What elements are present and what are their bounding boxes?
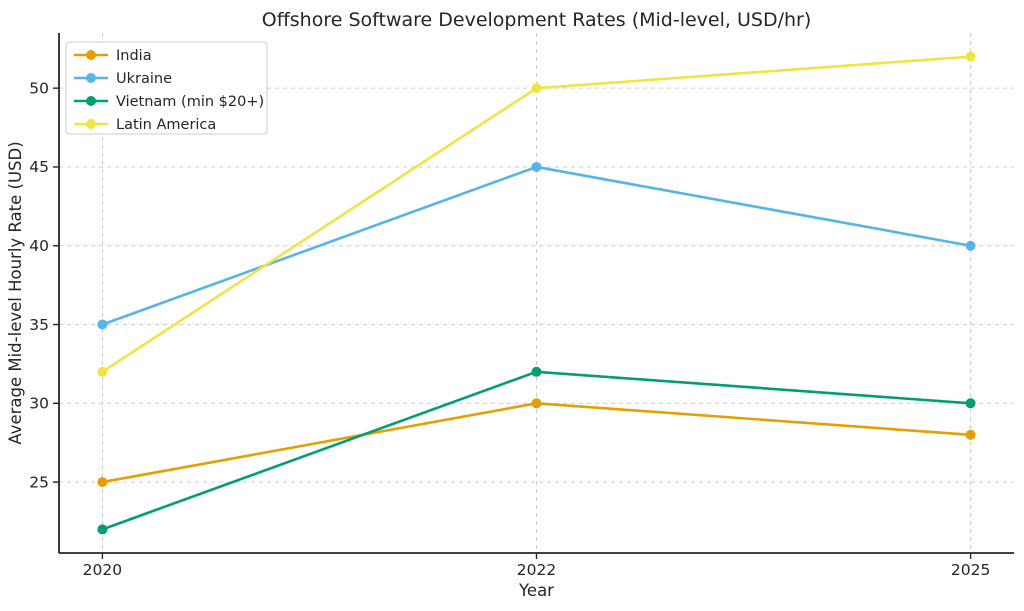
y-tick-label: 25 bbox=[29, 473, 49, 491]
data-point-india-2022 bbox=[531, 398, 542, 409]
x-axis-label: Year bbox=[518, 581, 554, 600]
y-tick-label: 35 bbox=[29, 316, 49, 334]
x-tick-label: 2025 bbox=[951, 561, 990, 579]
y-axis-label: Average Mid-level Hourly Rate (USD) bbox=[6, 141, 25, 444]
y-tick-label: 30 bbox=[29, 395, 49, 413]
legend-label-ukraine: Ukraine bbox=[116, 71, 172, 87]
legend-marker-vietnam-min-20 bbox=[86, 96, 96, 106]
y-tick-label: 45 bbox=[29, 158, 49, 176]
legend-marker-latin-america bbox=[86, 119, 96, 129]
data-point-ukraine-2022 bbox=[531, 161, 542, 172]
data-point-latin-america-2020 bbox=[97, 366, 108, 377]
data-point-vietnam-min-20-2025 bbox=[965, 398, 976, 409]
data-point-india-2020 bbox=[97, 477, 108, 488]
y-tick-label: 50 bbox=[29, 79, 49, 97]
legend-label-latin-america: Latin America bbox=[116, 117, 216, 133]
chart-title: Offshore Software Development Rates (Mid… bbox=[262, 9, 812, 31]
legend-marker-india bbox=[86, 50, 96, 60]
legend-label-vietnam-min-20: Vietnam (min $20+) bbox=[116, 94, 264, 110]
y-tick-label: 40 bbox=[29, 237, 49, 255]
data-point-ukraine-2025 bbox=[965, 240, 976, 251]
x-tick-label: 2022 bbox=[517, 561, 556, 579]
data-point-latin-america-2025 bbox=[965, 51, 976, 62]
legend-marker-ukraine bbox=[86, 73, 96, 83]
data-point-vietnam-min-20-2020 bbox=[97, 524, 108, 535]
x-tick-label: 2020 bbox=[83, 561, 122, 579]
data-point-ukraine-2020 bbox=[97, 319, 108, 330]
data-point-vietnam-min-20-2022 bbox=[531, 366, 542, 377]
data-point-india-2025 bbox=[965, 429, 976, 440]
legend-box bbox=[65, 41, 268, 135]
legend-label-india: India bbox=[116, 48, 152, 64]
data-point-latin-america-2022 bbox=[531, 83, 542, 94]
